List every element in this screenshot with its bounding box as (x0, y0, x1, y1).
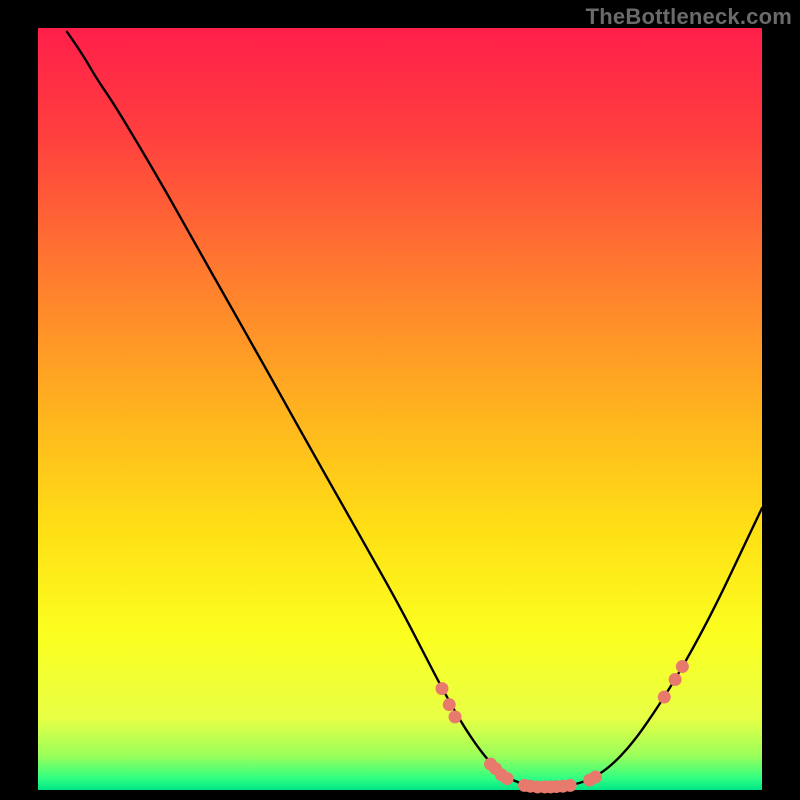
curve-marker (669, 673, 682, 686)
curve-marker (449, 710, 462, 723)
watermark-text: TheBottleneck.com (586, 4, 792, 30)
curve-marker (435, 682, 448, 695)
curve-marker (501, 772, 514, 785)
curve-marker (443, 698, 456, 711)
curve-marker (658, 691, 671, 704)
curve-marker (564, 779, 577, 792)
curve-marker (589, 771, 602, 784)
plot-gradient (38, 28, 762, 790)
curve-marker (676, 660, 689, 673)
bottleneck-chart (0, 0, 800, 800)
chart-container: TheBottleneck.com (0, 0, 800, 800)
